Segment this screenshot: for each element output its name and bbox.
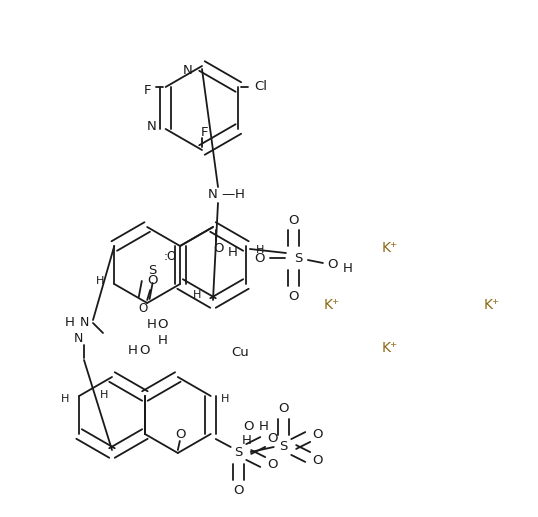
- Text: K⁺: K⁺: [382, 341, 398, 355]
- Text: :O: :O: [164, 250, 177, 263]
- Text: S: S: [294, 251, 302, 265]
- Text: O: O: [147, 275, 158, 287]
- Text: H: H: [100, 390, 108, 400]
- Text: H: H: [158, 333, 168, 346]
- Text: S: S: [280, 440, 288, 453]
- Text: N: N: [208, 189, 218, 202]
- Text: O: O: [214, 242, 224, 255]
- Text: O: O: [313, 453, 323, 466]
- Text: O: O: [279, 403, 289, 416]
- Text: O: O: [254, 251, 265, 265]
- Text: H: H: [96, 276, 104, 286]
- Text: O: O: [139, 301, 148, 314]
- Text: N: N: [183, 65, 193, 78]
- Text: O: O: [244, 420, 254, 433]
- Text: O: O: [289, 290, 299, 302]
- Text: O: O: [267, 433, 278, 446]
- Text: H: H: [235, 189, 245, 202]
- Text: F: F: [144, 84, 151, 97]
- Text: N: N: [79, 316, 89, 329]
- Text: H: H: [193, 290, 201, 300]
- Text: S: S: [235, 446, 243, 459]
- Text: O: O: [158, 318, 168, 331]
- Text: O: O: [313, 428, 323, 440]
- Text: H: H: [343, 262, 353, 275]
- Text: K⁺: K⁺: [324, 298, 340, 312]
- Text: N: N: [73, 331, 83, 344]
- Text: H: H: [221, 394, 229, 404]
- Text: H: H: [259, 420, 268, 433]
- Text: H: H: [61, 394, 69, 404]
- Text: H: H: [228, 247, 238, 260]
- Text: Cu: Cu: [231, 345, 249, 358]
- Text: N: N: [147, 119, 157, 132]
- Text: H: H: [128, 343, 138, 357]
- Text: H: H: [65, 316, 75, 329]
- Text: O: O: [289, 214, 299, 226]
- Text: O: O: [139, 343, 149, 357]
- Text: O: O: [267, 459, 278, 472]
- Text: K⁺: K⁺: [484, 298, 500, 312]
- Text: K⁺: K⁺: [382, 241, 398, 255]
- Text: O: O: [175, 429, 186, 442]
- Text: Cl: Cl: [254, 81, 267, 94]
- Text: H: H: [256, 245, 264, 255]
- Text: O: O: [233, 483, 244, 496]
- Text: —: —: [221, 189, 235, 202]
- Text: H: H: [242, 433, 252, 447]
- Text: F: F: [200, 126, 208, 139]
- Text: O: O: [328, 258, 338, 271]
- Text: H: H: [147, 318, 157, 331]
- Text: S: S: [148, 264, 157, 277]
